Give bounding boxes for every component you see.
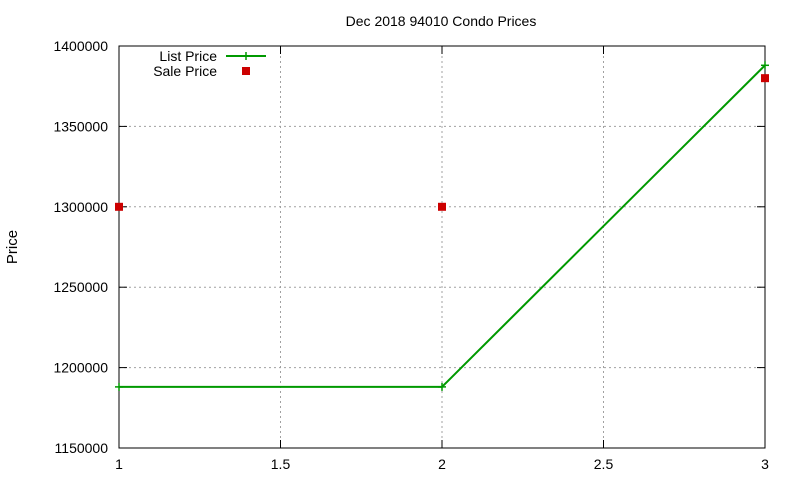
- list-price-point: [438, 382, 446, 391]
- y-tick-label: 1150000: [55, 440, 109, 456]
- legend-cross-swatch: [242, 52, 250, 60]
- legend-square-swatch: [242, 67, 250, 75]
- sale-price-point: [115, 202, 123, 211]
- legend-label: Sale Price: [153, 63, 217, 79]
- sale-price-point: [761, 74, 769, 83]
- legend-label: List Price: [159, 48, 217, 64]
- x-tick-label: 1: [115, 456, 123, 472]
- sale-price-point: [438, 202, 446, 211]
- grid-lines: [119, 46, 765, 448]
- x-tick-label: 2: [438, 456, 446, 472]
- y-tick-label: 1200000: [53, 360, 108, 376]
- list-price-point: [115, 382, 123, 391]
- y-tick-label: 1250000: [53, 279, 108, 295]
- axis-ticks: 1 1.5 2 2.5 3 1150000 1200000 1250000 1300000 135…: [53, 38, 769, 472]
- data-series: [115, 61, 769, 391]
- x-tick-label: 3: [761, 456, 769, 472]
- y-axis-label: Price: [4, 230, 21, 264]
- y-tick-label: 1400000: [53, 38, 108, 54]
- x-tick-label: 1.5: [271, 456, 291, 472]
- chart-title: Dec 2018 94010 Condo Prices: [346, 13, 537, 29]
- y-tick-label: 1350000: [53, 118, 108, 134]
- x-tick-label: 2.5: [594, 456, 614, 472]
- y-tick-label: 1300000: [53, 199, 108, 215]
- list-price-point: [761, 61, 769, 70]
